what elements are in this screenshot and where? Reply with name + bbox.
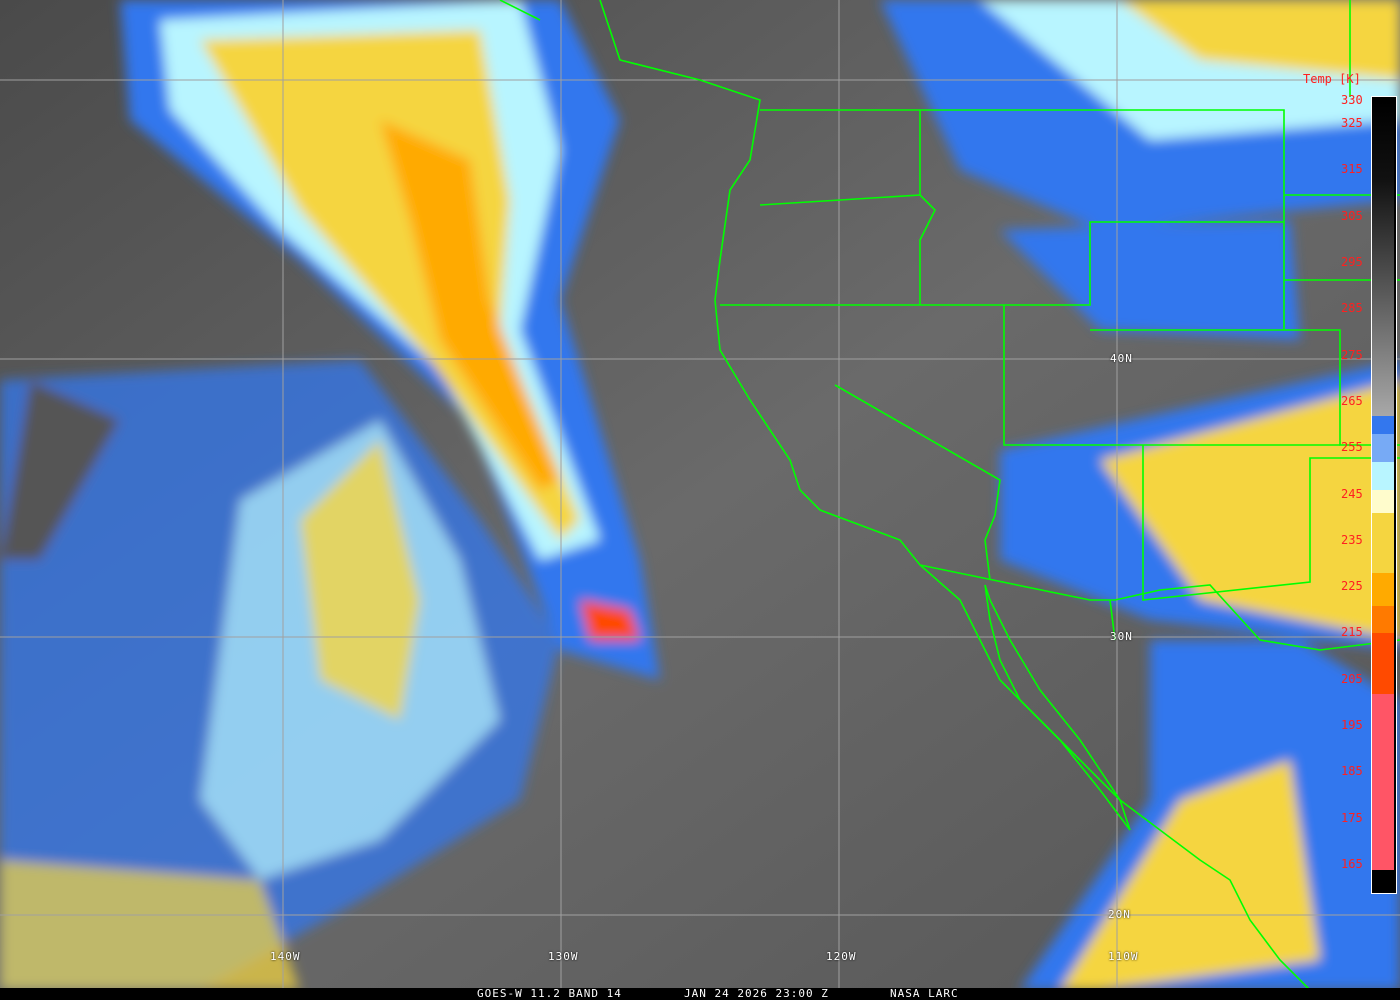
colorbar-band bbox=[1372, 869, 1394, 889]
colorbar-tick-label: 315 bbox=[1341, 162, 1363, 177]
colorbar-band bbox=[1372, 513, 1394, 574]
lon-label-140w: 140W bbox=[270, 950, 301, 963]
colorbar-band bbox=[1372, 605, 1394, 634]
colorbar-tick-label: 275 bbox=[1341, 347, 1363, 362]
colorbar-band bbox=[1372, 633, 1394, 694]
colorbar-tick-label: 265 bbox=[1341, 393, 1363, 408]
colorbar-tick-label: 225 bbox=[1341, 579, 1363, 594]
lon-label-110w: 110W bbox=[1108, 950, 1139, 963]
colorbar-tick-label: 305 bbox=[1341, 208, 1363, 223]
colorbar-title: Temp [K] bbox=[1303, 72, 1361, 86]
colorbar-band bbox=[1372, 693, 1394, 870]
colorbar-tick-label: 330 bbox=[1341, 93, 1363, 107]
lon-label-130w: 130W bbox=[548, 950, 579, 963]
caption-datetime: JAN 24 2026 23:00 Z bbox=[684, 987, 829, 1000]
caption-credit: NASA LARC bbox=[890, 987, 959, 1000]
colorbar-tick-label: 215 bbox=[1341, 625, 1363, 640]
colorbar-tick-label: 245 bbox=[1341, 486, 1363, 501]
caption-bar: GOES-W 11.2 BAND 14 JAN 24 2026 23:00 Z … bbox=[0, 988, 1400, 1000]
colorbar-band bbox=[1372, 434, 1394, 463]
colorbar-tick-label: 185 bbox=[1341, 764, 1363, 779]
lon-label-120w: 120W bbox=[826, 950, 857, 963]
lat-label-20n: 20N bbox=[1108, 908, 1131, 921]
colorbar-tick-label: 165 bbox=[1341, 856, 1363, 871]
colorbar-tick-label: 195 bbox=[1341, 718, 1363, 733]
colorbar-tick-label: 235 bbox=[1341, 532, 1363, 547]
political-borders bbox=[499, 0, 1400, 991]
colorbar-tick-label: 175 bbox=[1341, 810, 1363, 825]
lat-label-40n: 40N bbox=[1110, 352, 1133, 365]
colorbar-band bbox=[1372, 101, 1394, 416]
colorbar-tick-label: 205 bbox=[1341, 671, 1363, 686]
lat-label-30n: 30N bbox=[1110, 630, 1133, 643]
colorbar-band bbox=[1372, 415, 1394, 435]
colorbar-band bbox=[1372, 489, 1394, 514]
colorbar-tick-label: 255 bbox=[1341, 440, 1363, 455]
caption-product: GOES-W 11.2 BAND 14 bbox=[477, 987, 622, 1000]
colorbar-tick-label: 325 bbox=[1341, 116, 1363, 131]
colorbar-band bbox=[1372, 573, 1394, 606]
colorbar-tick-label: 295 bbox=[1341, 255, 1363, 270]
colorbar-tick-label: 285 bbox=[1341, 301, 1363, 316]
colorbar-band bbox=[1372, 462, 1394, 490]
